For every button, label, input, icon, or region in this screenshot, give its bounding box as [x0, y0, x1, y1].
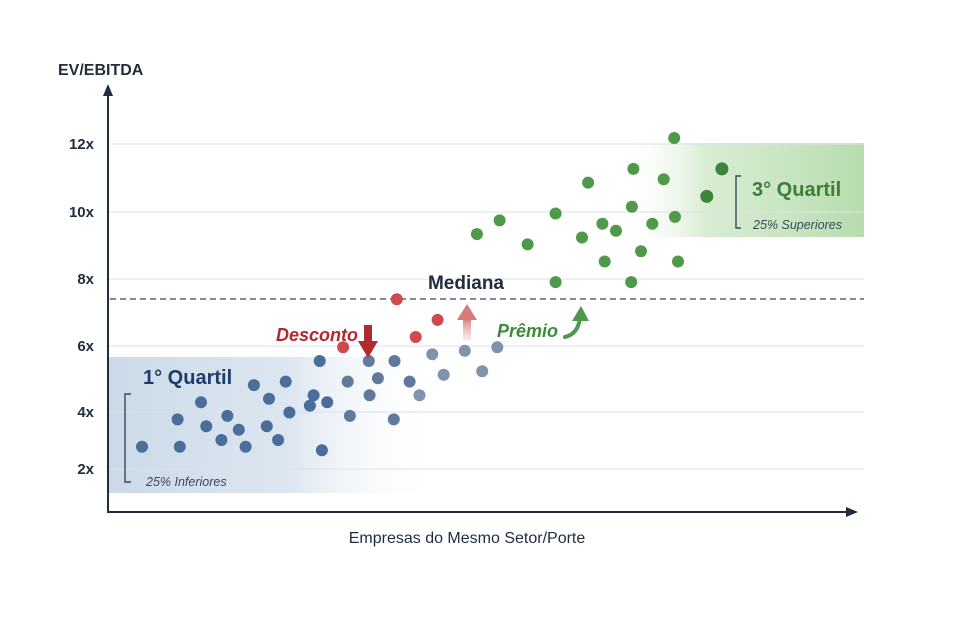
scatter-point [343, 409, 356, 422]
scatter-point [598, 255, 611, 268]
scatter-point [610, 224, 622, 237]
scatter-point [646, 217, 659, 230]
discount-label: Desconto [276, 325, 358, 345]
scatter-point [493, 214, 506, 227]
scatter-point [363, 389, 376, 402]
scatter-point [221, 409, 234, 422]
q1-title: 1° Quartil [143, 367, 232, 389]
scatter-point [247, 379, 260, 392]
scatter-point [672, 255, 684, 268]
q1-subtitle: 25% Inferiores [145, 475, 227, 489]
y-tick-label: 12x [69, 136, 95, 153]
scatter-point [337, 341, 350, 354]
q3-bracket [735, 175, 741, 229]
data-points [136, 132, 729, 457]
scatter-point [239, 440, 252, 453]
scatter-point [413, 389, 426, 402]
scatter-point [136, 440, 148, 453]
scatter-point [371, 372, 384, 385]
scatter-point [470, 228, 483, 241]
premium-label: Prêmio [497, 321, 558, 341]
scatter-point [173, 440, 186, 453]
scatter-point [279, 375, 292, 388]
scatter-point [200, 420, 213, 433]
scatter-point [582, 176, 595, 189]
q3-subtitle: 25% Superiores [752, 218, 842, 232]
scatter-point [521, 238, 534, 251]
scatter-point [576, 231, 588, 244]
scatter-point [715, 162, 729, 176]
premium-curved-arrow-icon [563, 306, 589, 339]
scatter-point [362, 355, 375, 367]
q1-band [108, 357, 440, 493]
gridlines [108, 143, 864, 470]
y-tick-label: 10x [69, 204, 95, 221]
scatter-point [625, 276, 638, 289]
axes [103, 84, 858, 517]
scatter-point [700, 189, 714, 203]
scatter-point [426, 348, 439, 361]
scatter-point [388, 355, 401, 367]
scatter-point [549, 276, 562, 289]
y-tick-label: 8x [77, 271, 94, 288]
median-label: Mediana [428, 273, 504, 294]
scatter-point [195, 396, 207, 409]
scatter-point [596, 217, 609, 230]
discount-up-arrow-icon [457, 304, 477, 340]
scatter-point [669, 210, 681, 223]
scatter-point [458, 344, 471, 357]
q3-band [620, 143, 864, 237]
scatter-point [215, 434, 228, 446]
scatter-point [491, 341, 504, 354]
y-tick-label: 4x [77, 404, 94, 421]
scatter-point [387, 413, 400, 426]
scatter-point [403, 375, 416, 388]
scatter-point [431, 313, 444, 326]
scatter-point [549, 207, 562, 220]
scatter-point [283, 406, 296, 419]
scatter-point [307, 389, 320, 402]
scatter-point [315, 444, 328, 457]
scatter-point [390, 293, 403, 306]
y-tick-label: 6x [77, 338, 94, 355]
discount-down-arrow-icon [358, 325, 378, 358]
scatter-point [409, 331, 422, 343]
y-axis-arrowhead [103, 84, 113, 96]
x-axis-title: Empresas do Mesmo Setor/Porte [349, 530, 586, 547]
y-ticks: 12x 10x 8x 6x 4x 2x [69, 136, 95, 478]
scatter-point [303, 399, 316, 412]
scatter-point [313, 355, 326, 367]
q1-bracket [124, 393, 131, 483]
x-axis-arrowhead [846, 507, 858, 517]
scatter-point [341, 375, 354, 388]
scatter-point [668, 132, 681, 144]
scatter-point [625, 200, 638, 213]
scatter-point [232, 423, 245, 436]
q3-title: 3° Quartil [752, 179, 841, 201]
scatter-point [263, 392, 275, 405]
scatter-point [635, 245, 647, 258]
scatter-point [272, 434, 285, 446]
scatter-point [437, 368, 450, 381]
scatter-point [476, 365, 489, 378]
scatter-point [627, 162, 640, 175]
scatter-point [321, 396, 334, 409]
y-axis-title: EV/EBITDA [58, 62, 144, 79]
y-tick-label: 2x [77, 461, 94, 478]
scatter-point [171, 413, 184, 426]
scatter-point [260, 420, 273, 433]
scatter-point [657, 173, 670, 186]
